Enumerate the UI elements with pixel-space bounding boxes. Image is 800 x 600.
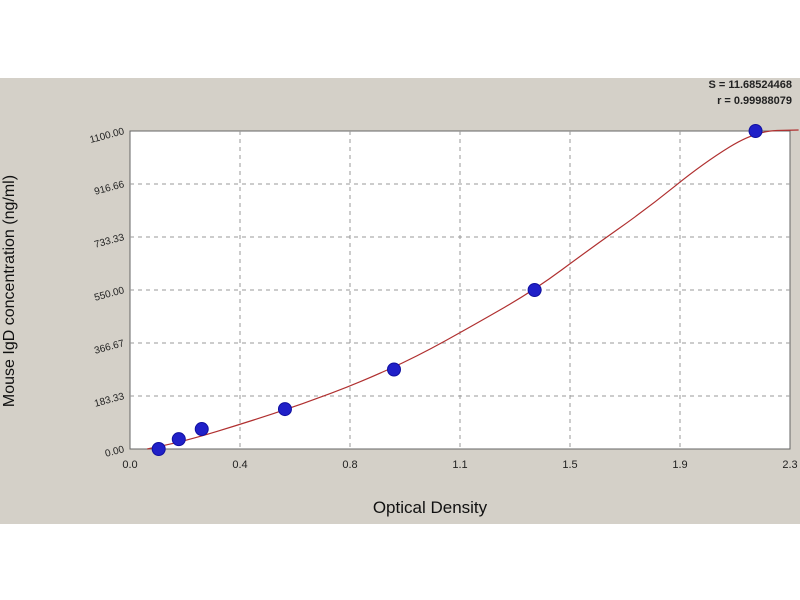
fit-curve xyxy=(147,129,799,450)
x-tick-label: 2.3 xyxy=(782,459,797,471)
data-point xyxy=(387,362,401,377)
y-tick-label: 916.66 xyxy=(93,179,126,198)
x-tick-label: 1.5 xyxy=(562,459,577,471)
x-tick-labels: 0.0 0.4 0.8 1.1 1.5 1.9 2.3 xyxy=(122,459,797,471)
y-axis-title: Mouse IgD concentration (ng/ml) xyxy=(1,174,18,408)
y-tick-label: 183.33 xyxy=(93,391,126,410)
grid-lines xyxy=(130,131,790,449)
x-tick-label: 0.8 xyxy=(342,459,357,471)
y-tick-labels: 0.00 183.33 366.67 550.00 733.33 916.66 1100.0… xyxy=(89,126,126,460)
y-tick-label: 733.33 xyxy=(93,232,126,251)
y-tick-label: 1100.00 xyxy=(89,126,126,146)
x-tick-label: 1.9 xyxy=(672,459,687,471)
data-points xyxy=(151,124,763,456)
stat-s: S = 11.68524468 xyxy=(708,79,793,91)
x-axis-title: Optical Density xyxy=(372,498,488,517)
data-point xyxy=(748,124,763,138)
stat-r: r = 0.99988079 xyxy=(717,95,792,107)
data-point xyxy=(277,402,292,417)
y-tick-label: 0.00 xyxy=(104,444,126,460)
data-point xyxy=(171,432,186,447)
data-point xyxy=(194,422,209,437)
x-tick-label: 0.0 xyxy=(122,459,137,471)
y-tick-label: 366.67 xyxy=(93,338,126,357)
x-tick-label: 0.4 xyxy=(232,459,247,471)
data-point xyxy=(527,283,542,297)
data-point xyxy=(151,442,166,456)
x-tick-label: 1.1 xyxy=(452,459,467,471)
y-tick-label: 550.00 xyxy=(93,285,126,304)
